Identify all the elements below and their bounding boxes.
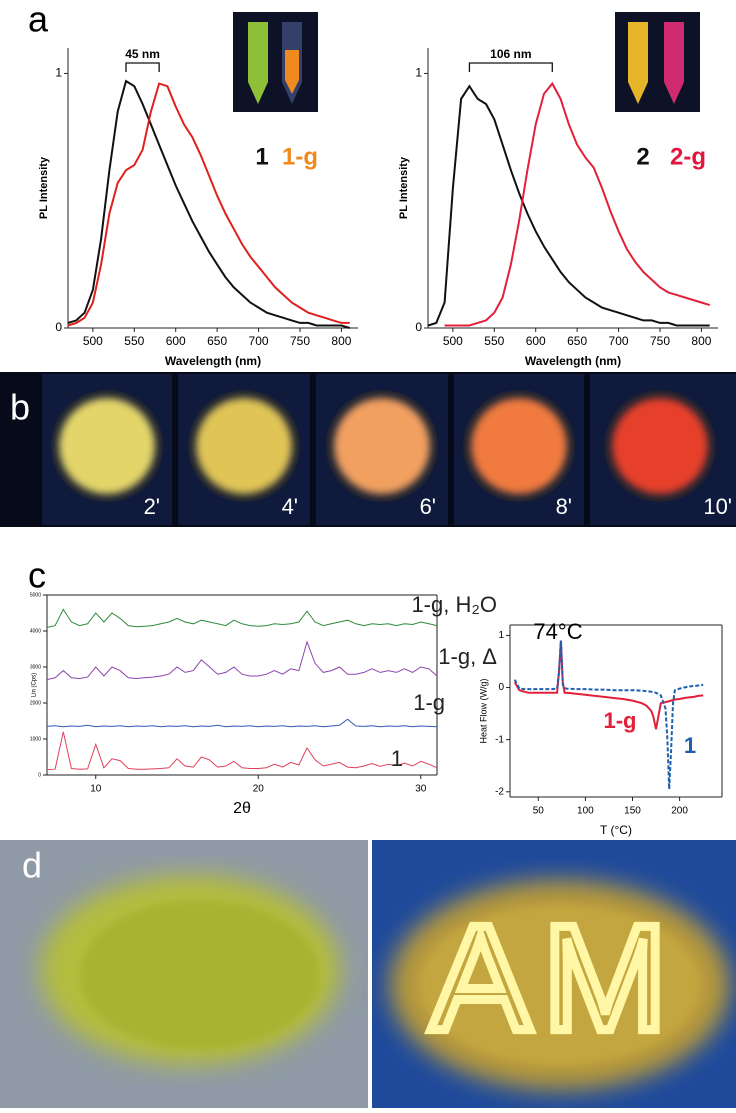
series-line: [67, 82, 350, 327]
y-tick-label: 3000: [30, 664, 41, 670]
annotation-bracket: [468, 62, 553, 72]
photo: [42, 374, 172, 525]
x-axis-label: Wavelength (nm): [525, 354, 621, 368]
series-line: [67, 79, 350, 329]
x-axis-label: Wavelength (nm): [165, 354, 261, 368]
y-tick-label: 1: [498, 630, 504, 641]
y-tick-label: -2: [495, 786, 504, 797]
photo-label: 2': [144, 494, 160, 519]
inset-photo: [233, 12, 318, 112]
x-tick-label: 700: [249, 334, 269, 348]
photo-label: 10': [703, 494, 732, 519]
series-label: 1-g: [282, 143, 318, 170]
x-axis-label: T (°C): [600, 823, 632, 837]
series-label: 1-g, H₂O: [411, 592, 497, 617]
x-tick-label: 10: [90, 784, 102, 795]
x-tick-label: 50: [533, 806, 545, 817]
series-label: 1-g, Δ: [438, 644, 497, 669]
x-tick-label: 800: [331, 334, 351, 348]
y-tick-label: -1: [495, 734, 504, 745]
series-label: 1: [255, 143, 268, 170]
series-label: 2-g: [670, 143, 706, 170]
x-tick-label: 650: [207, 334, 227, 348]
annotation: 106 nm: [490, 47, 531, 61]
chart: 10 20 30 0 1000 2000 3000 4000 5000 2θ Lin (Cps) 1-…: [30, 592, 497, 817]
x-tick-label: 550: [124, 334, 144, 348]
x-tick-label: 650: [567, 334, 587, 348]
y-tick-label: 0: [38, 772, 41, 778]
x-tick-label: 500: [83, 334, 103, 348]
photo: [178, 374, 310, 525]
chart: 500 550 600 650 700 750 800 0 1 Wavelength (nm) PL…: [398, 47, 718, 368]
y-tick-label: 0: [498, 682, 504, 693]
annotation: 45 nm: [125, 47, 160, 61]
x-tick-label: 500: [443, 334, 463, 348]
x-tick-label: 100: [577, 806, 594, 817]
x-tick-label: 30: [415, 784, 427, 795]
y-axis-label: PL Intensity: [38, 156, 50, 219]
chart: 500 550 600 650 700 750 800 0 1 Wavelength (nm) PL…: [38, 47, 358, 368]
photo-writing: AM: [431, 894, 680, 1062]
photo-label: 4': [282, 494, 298, 519]
x-axis-label: 2θ: [233, 800, 251, 817]
y-tick-label: 0: [415, 320, 422, 334]
y-axis-label: Lin (Cps): [32, 673, 38, 697]
series-line: [46, 640, 438, 681]
inset-photo: [615, 12, 700, 112]
x-tick-label: 750: [290, 334, 310, 348]
series-label: 1-g: [413, 690, 445, 715]
series-label: 2: [636, 143, 649, 170]
series-label: 1: [684, 733, 696, 758]
x-tick-label: 750: [650, 334, 670, 348]
y-tick-label: 1000: [30, 736, 41, 742]
y-tick-label: 1: [415, 66, 422, 80]
panel-label: b: [10, 387, 30, 428]
y-tick-label: 4000: [30, 628, 41, 634]
y-axis-label: Heat Flow (W/g): [478, 678, 488, 743]
photo-label: 6': [420, 494, 436, 519]
photo-strip: 2' 4' 6' 8' 10' b: [0, 372, 736, 527]
series-line: [46, 608, 438, 628]
series-line: [427, 84, 710, 327]
panel-label: d: [22, 845, 42, 886]
series-line: [46, 731, 438, 771]
series-label: 1: [391, 746, 403, 771]
chart-title: 74°C: [533, 619, 582, 644]
annotation-bracket: [125, 62, 160, 72]
y-tick-label: 1: [55, 66, 62, 80]
x-tick-label: 550: [484, 334, 504, 348]
y-tick-label: 5000: [30, 592, 41, 598]
x-tick-label: 700: [609, 334, 629, 348]
x-tick-label: 600: [166, 334, 186, 348]
panel-label: a: [28, 0, 49, 40]
series-line: [513, 640, 704, 730]
series-label: 1-g: [604, 708, 637, 733]
x-tick-label: 600: [526, 334, 546, 348]
x-tick-label: 800: [691, 334, 711, 348]
series-line: [444, 81, 710, 327]
photo: [454, 374, 584, 525]
photo: [590, 374, 736, 525]
y-axis-label: PL Intensity: [398, 156, 410, 219]
y-tick-label: 2000: [30, 700, 41, 706]
series-line: [513, 640, 704, 790]
x-tick-label: 200: [671, 806, 688, 817]
panel-label: c: [28, 555, 46, 596]
chart: 50 100 150 200 -2 -1 0 1 T (°C) Heat Flow (W/g) 1-…: [478, 619, 723, 837]
x-tick-label: 150: [624, 806, 641, 817]
photo: [316, 374, 448, 525]
y-tick-label: 0: [55, 320, 62, 334]
photo-label: 8': [556, 494, 572, 519]
x-tick-label: 20: [253, 784, 265, 795]
series-line: [46, 718, 438, 728]
photo-pair: AM d: [0, 840, 736, 1108]
